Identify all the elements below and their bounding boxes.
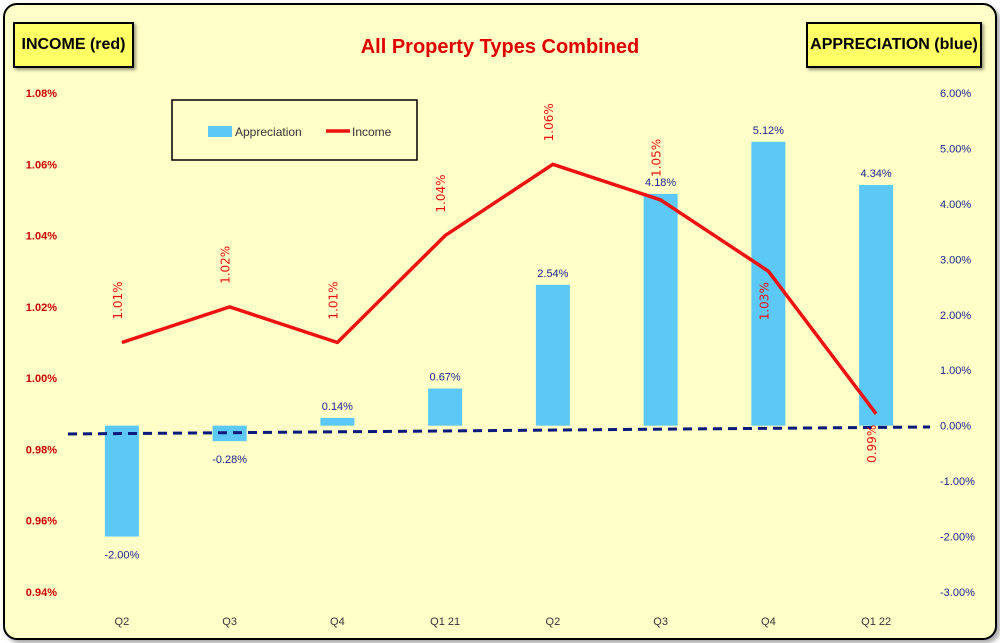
appreciation-bar — [212, 425, 247, 442]
x-tick-label: Q1 21 — [430, 616, 460, 628]
income-data-label: 1.03% — [757, 282, 771, 320]
appreciation-data-label: 4.34% — [861, 168, 892, 180]
x-tick-label: Q1 22 — [861, 616, 891, 628]
x-tick-label: Q3 — [222, 616, 237, 628]
income-data-label: 1.02% — [219, 246, 233, 284]
appreciation-data-label: 5.12% — [753, 125, 784, 137]
income-line — [121, 162, 878, 415]
income-data-label: 1.05% — [650, 139, 664, 177]
income-data-label: 1.01% — [326, 281, 340, 319]
x-tick-label: Q3 — [653, 616, 668, 628]
income-data-label: 1.06% — [542, 103, 556, 141]
left-axis-tick-label: 1.00% — [26, 373, 57, 385]
appreciation-axis-tag: APPRECIATION (blue) — [806, 22, 982, 68]
right-axis-tick-label: -1.00% — [940, 476, 975, 488]
left-axis-tick-label: 1.04% — [26, 231, 57, 243]
appreciation-data-label: 0.67% — [430, 372, 461, 384]
appreciation-bar — [320, 417, 355, 426]
income-data-label: 1.01% — [111, 281, 125, 319]
appreciation-data-label: -0.28% — [212, 454, 247, 466]
left-axis-tick-label: 1.08% — [26, 88, 57, 100]
right-axis-tick-label: -3.00% — [940, 587, 975, 599]
legend-appreciation-swatch — [208, 126, 232, 137]
income-data-label: 1.04% — [434, 175, 448, 213]
appreciation-bar — [643, 193, 678, 426]
legend-appreciation-label: Appreciation — [235, 125, 302, 139]
x-tick-label: Q2 — [115, 616, 130, 628]
right-axis-tick-label: 2.00% — [940, 310, 971, 322]
appreciation-bar — [428, 388, 463, 426]
left-axis-tick-label: 0.94% — [26, 587, 57, 599]
right-axis-tick-label: 5.00% — [940, 143, 971, 155]
right-axis-tick-label: -2.00% — [940, 532, 975, 544]
baseline-dashed-line — [67, 425, 931, 436]
right-axis-tick-label: 4.00% — [940, 199, 971, 211]
x-tick-label: Q2 — [546, 616, 561, 628]
appreciation-bar — [104, 425, 139, 537]
income-data-label: 0.99% — [865, 425, 879, 463]
appreciation-bar — [859, 185, 894, 426]
right-axis-tick-label: 1.00% — [940, 365, 971, 377]
appreciation-data-label: -2.00% — [104, 550, 139, 562]
right-axis-tick-label: 3.00% — [940, 254, 971, 266]
right-axis-tick-label: 0.00% — [940, 421, 971, 433]
appreciation-bar — [535, 284, 570, 426]
income-axis-tag: INCOME (red) — [13, 22, 134, 68]
left-axis-tick-label: 0.96% — [26, 516, 57, 528]
left-axis-tick-label: 1.02% — [26, 302, 57, 314]
left-axis-tick-label: 1.06% — [26, 159, 57, 171]
legend-income-label: Income — [352, 125, 392, 139]
appreciation-data-label: 0.14% — [322, 401, 353, 413]
chart-title: All Property Types Combined — [360, 36, 640, 58]
appreciation-data-label: 4.18% — [645, 177, 676, 189]
x-tick-label: Q4 — [761, 616, 776, 628]
x-tick-label: Q4 — [330, 616, 345, 628]
appreciation-data-label: 2.54% — [537, 268, 568, 280]
chart-frame — [3, 3, 997, 640]
left-axis-tick-label: 0.98% — [26, 444, 57, 456]
right-axis-tick-label: 6.00% — [940, 88, 971, 100]
